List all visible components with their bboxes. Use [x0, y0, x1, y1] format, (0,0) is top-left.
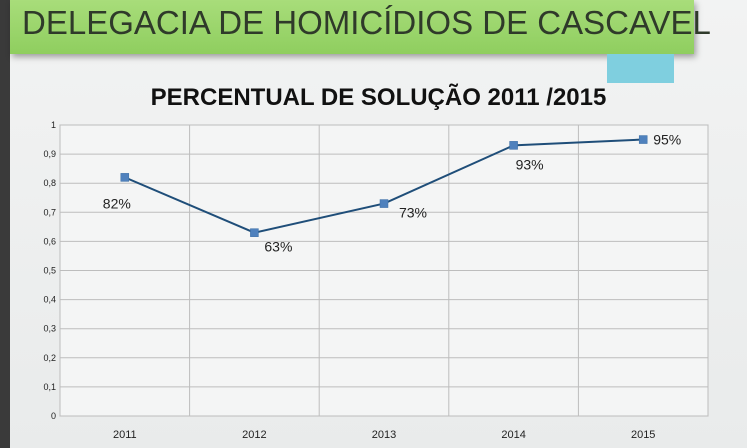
- accent-block: [607, 54, 674, 83]
- data-point: [250, 228, 259, 237]
- series: [120, 135, 648, 237]
- header-title: DELEGACIA DE HOMICÍDIOS DE CASCAVEL: [22, 4, 711, 41]
- y-tick-label: 0,6: [43, 236, 56, 246]
- slide: DELEGACIA DE HOMICÍDIOS DE CASCAVEL PERC…: [10, 0, 747, 448]
- x-tick-label: 2014: [501, 429, 525, 441]
- data-label: 73%: [399, 205, 427, 221]
- data-label: 63%: [264, 239, 292, 255]
- x-tick-label: 2012: [242, 429, 266, 441]
- header-banner: DELEGACIA DE HOMICÍDIOS DE CASCAVEL: [10, 0, 711, 54]
- y-tick-label: 0: [51, 411, 56, 421]
- data-point: [509, 141, 518, 150]
- data-label: 93%: [516, 156, 544, 172]
- y-tick-label: 0,5: [43, 266, 56, 276]
- x-tick-label: 2013: [372, 429, 396, 441]
- chart-title: PERCENTUAL DE SOLUÇÃO 2011 /2015: [150, 84, 607, 111]
- y-tick-label: 0,7: [43, 207, 56, 217]
- y-tick-label: 0,2: [43, 353, 56, 363]
- data-label: 82%: [103, 195, 131, 211]
- data-point: [638, 135, 648, 144]
- y-tick-label: 0,8: [43, 178, 56, 188]
- grid: [59, 124, 709, 417]
- data-point: [120, 173, 130, 182]
- y-tick-label: 0,3: [43, 324, 56, 334]
- y-tick-label: 1: [51, 120, 56, 130]
- data-label: 95%: [653, 132, 681, 148]
- y-tick-label: 0,1: [43, 382, 56, 392]
- axes: 0 0,1 0,2 0,3 0,4 0,5 0,6 0,7 0,8 0,9 1 2011 2012 201…: [43, 120, 655, 441]
- labels: 82% 63% 73% 93% 95%: [103, 132, 681, 255]
- y-tick-label: 0,4: [43, 295, 56, 305]
- x-tick-label: 2015: [631, 429, 655, 441]
- x-tick-label: 2011: [113, 429, 137, 441]
- line-chart: 0 0,1 0,2 0,3 0,4 0,5 0,6 0,7 0,8 0,9 1 2011 2012 201…: [43, 120, 709, 441]
- y-tick-label: 0,9: [43, 149, 56, 159]
- data-point: [379, 199, 389, 208]
